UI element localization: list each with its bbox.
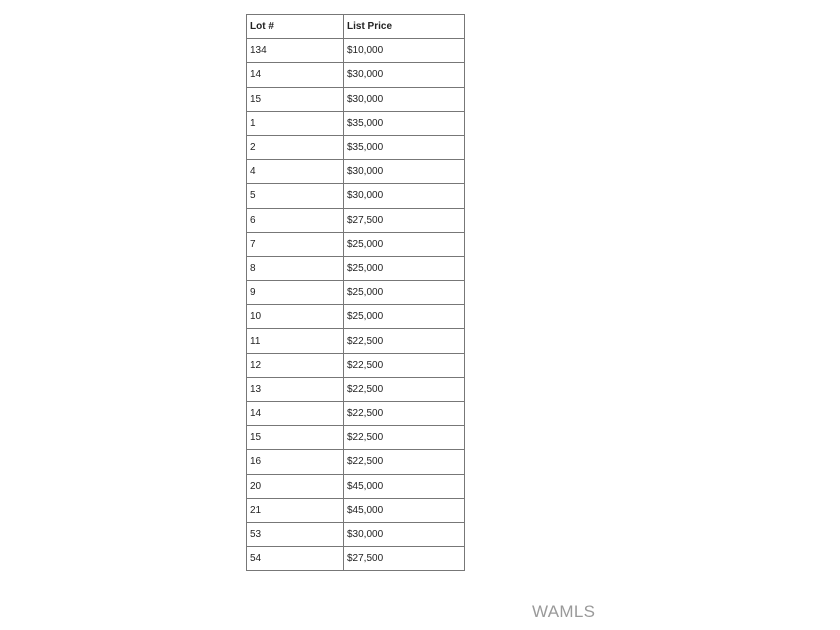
list-price-cell: $22,500 xyxy=(343,449,465,475)
lot-number-cell: 9 xyxy=(246,280,344,306)
list-price-cell: $30,000 xyxy=(343,521,465,548)
lot-number-cell: 7 xyxy=(246,231,344,257)
list-price-cell: $10,000 xyxy=(343,38,465,64)
table-row: 14 $30,000 xyxy=(246,62,465,88)
table-row: 7 $25,000 xyxy=(246,231,465,257)
list-price-cell: $30,000 xyxy=(343,183,465,209)
list-price-cell: $30,000 xyxy=(343,159,465,185)
list-price-cell: $25,000 xyxy=(343,280,465,306)
list-price-cell: $35,000 xyxy=(343,134,465,161)
list-price-cell: $27,500 xyxy=(343,207,465,233)
table-row: 1 $35,000 xyxy=(246,110,465,136)
table-row: 15 $30,000 xyxy=(246,86,465,112)
list-price-cell: $22,500 xyxy=(343,328,465,354)
watermark: WAMLS xyxy=(532,602,596,621)
lot-number-cell: 15 xyxy=(246,425,344,451)
table-row: 13 $22,500 xyxy=(246,376,465,403)
lot-number-cell: 15 xyxy=(246,86,344,112)
list-price-cell: $25,000 xyxy=(343,255,465,282)
list-price-cell: $25,000 xyxy=(343,231,465,257)
list-price-cell: $22,500 xyxy=(343,400,465,427)
table-row: 9 $25,000 xyxy=(246,280,465,306)
list-price-cell: $27,500 xyxy=(343,546,465,572)
table-row: 2 $35,000 xyxy=(246,134,465,161)
table-row: 16 $22,500 xyxy=(246,449,465,475)
table-row: 8 $25,000 xyxy=(246,255,465,282)
lot-number-cell: 16 xyxy=(246,449,344,475)
lot-number-cell: 8 xyxy=(246,255,344,282)
table-row: 11 $22,500 xyxy=(246,328,465,354)
table-row: 10 $25,000 xyxy=(246,304,465,330)
lot-number-cell: 10 xyxy=(246,304,344,330)
table-row: 53 $30,000 xyxy=(246,521,465,548)
table-row: 6 $27,500 xyxy=(246,207,465,233)
lot-number-cell: 21 xyxy=(246,497,344,523)
table-row: 20 $45,000 xyxy=(246,473,465,499)
lot-number-cell: 14 xyxy=(246,400,344,427)
list-price-cell: $35,000 xyxy=(343,110,465,136)
header-lot-number: Lot # xyxy=(246,13,344,40)
table-row: 4 $30,000 xyxy=(246,159,465,185)
lot-number-cell: 5 xyxy=(246,183,344,209)
list-price-cell: $22,500 xyxy=(343,376,465,403)
lot-number-cell: 2 xyxy=(246,134,344,161)
lot-number-cell: 54 xyxy=(246,546,344,572)
lot-number-cell: 134 xyxy=(246,38,344,64)
lot-number-cell: 11 xyxy=(246,328,344,354)
table-row: 15 $22,500 xyxy=(246,425,465,451)
list-price-cell: $22,500 xyxy=(343,425,465,451)
lot-number-cell: 1 xyxy=(246,110,344,136)
list-price-cell: $25,000 xyxy=(343,304,465,330)
lot-price-table: Lot # List Price 134 $10,000 14 $30,000 15 $3… xyxy=(246,13,465,572)
list-price-cell: $45,000 xyxy=(343,473,465,499)
list-price-cell: $45,000 xyxy=(343,497,465,523)
table-row: 21 $45,000 xyxy=(246,497,465,523)
lot-number-cell: 13 xyxy=(246,376,344,403)
header-list-price: List Price xyxy=(343,13,465,40)
table-row: 14 $22,500 xyxy=(246,400,465,427)
table-row: 5 $30,000 xyxy=(246,183,465,209)
table-row: 54 $27,500 xyxy=(246,546,465,572)
table-row: 134 $10,000 xyxy=(246,38,465,64)
list-price-cell: $30,000 xyxy=(343,86,465,112)
lot-number-cell: 20 xyxy=(246,473,344,499)
table-row: 12 $22,500 xyxy=(246,352,465,378)
list-price-cell: $22,500 xyxy=(343,352,465,378)
lot-number-cell: 12 xyxy=(246,352,344,378)
lot-number-cell: 4 xyxy=(246,159,344,185)
list-price-cell: $30,000 xyxy=(343,62,465,88)
lot-number-cell: 53 xyxy=(246,521,344,548)
lot-number-cell: 14 xyxy=(246,62,344,88)
lot-number-cell: 6 xyxy=(246,207,344,233)
table-header-row: Lot # List Price xyxy=(246,13,465,40)
